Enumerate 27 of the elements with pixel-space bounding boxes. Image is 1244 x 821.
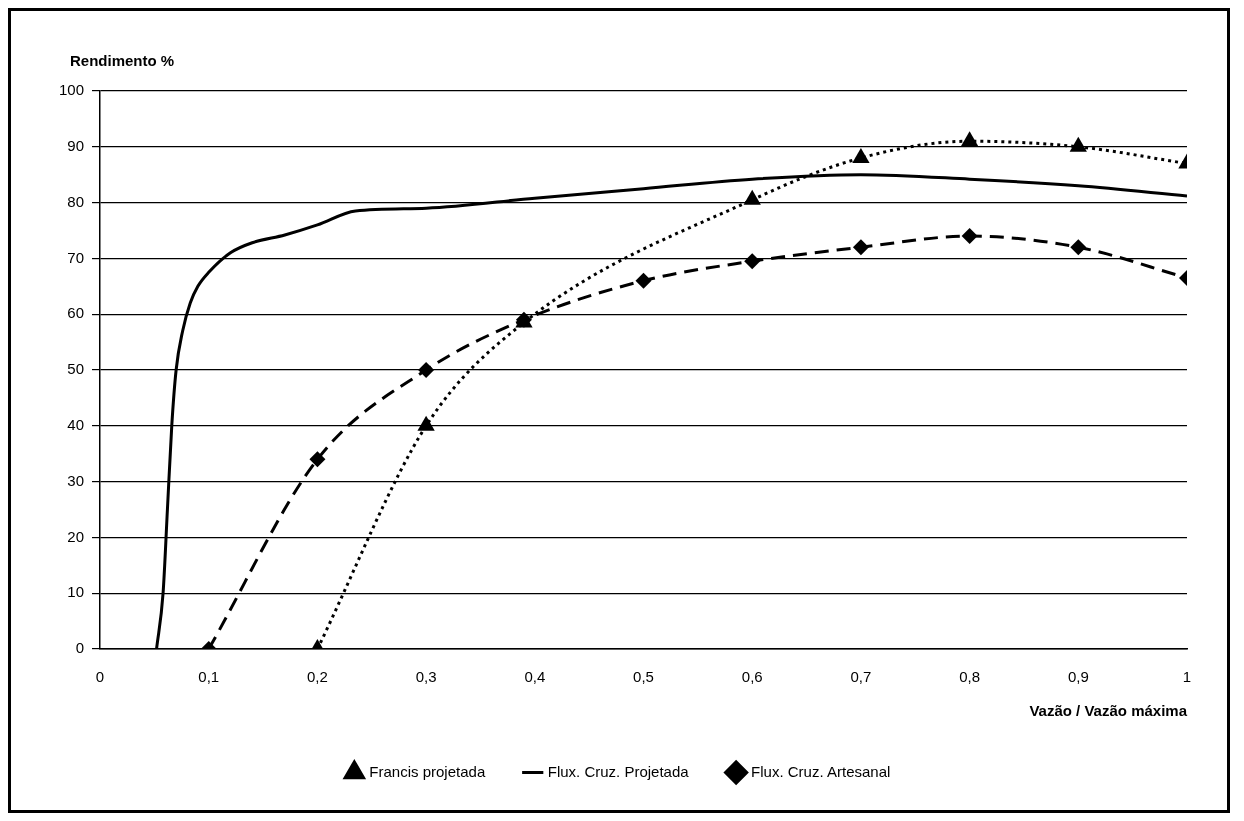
x-tick-label: 0,1 bbox=[198, 668, 220, 686]
y-tick-label: 40 bbox=[67, 415, 85, 433]
y-tick-label: 100 bbox=[59, 81, 85, 99]
y-tick-label: 10 bbox=[67, 583, 85, 601]
legend-label: Flux. Cruz. Artesanal bbox=[751, 762, 891, 780]
y-tick-label: 0 bbox=[75, 639, 85, 657]
y-tick-label: 30 bbox=[67, 471, 85, 489]
x-tick-label: 0,5 bbox=[633, 668, 654, 686]
x-tick-label: 0 bbox=[95, 668, 105, 686]
y-tick-label: 20 bbox=[67, 527, 85, 545]
x-tick-label: 0,2 bbox=[306, 668, 328, 686]
legend-label: Flux. Cruz. Projetada bbox=[547, 762, 690, 780]
y-tick-label: 80 bbox=[67, 192, 85, 210]
x-tick-label: 0,9 bbox=[1067, 668, 1089, 686]
x-tick-label: 0,7 bbox=[850, 668, 872, 686]
legend-label: Francis projetada bbox=[369, 762, 486, 780]
y-axis-title: Rendimento % bbox=[70, 51, 175, 69]
x-tick-label: 0,4 bbox=[524, 668, 546, 686]
y-tick-label: 70 bbox=[67, 248, 85, 266]
x-tick-label: 0,3 bbox=[415, 668, 437, 686]
x-tick-label: 1 bbox=[1182, 668, 1192, 686]
y-tick-label: 90 bbox=[67, 136, 85, 154]
x-tick-label: 0,6 bbox=[741, 668, 763, 686]
x-tick-label: 0,8 bbox=[959, 668, 981, 686]
y-tick-label: 50 bbox=[67, 360, 85, 378]
y-tick-label: 60 bbox=[67, 304, 85, 322]
x-axis-title: Vazão / Vazão máxima bbox=[1029, 702, 1188, 720]
